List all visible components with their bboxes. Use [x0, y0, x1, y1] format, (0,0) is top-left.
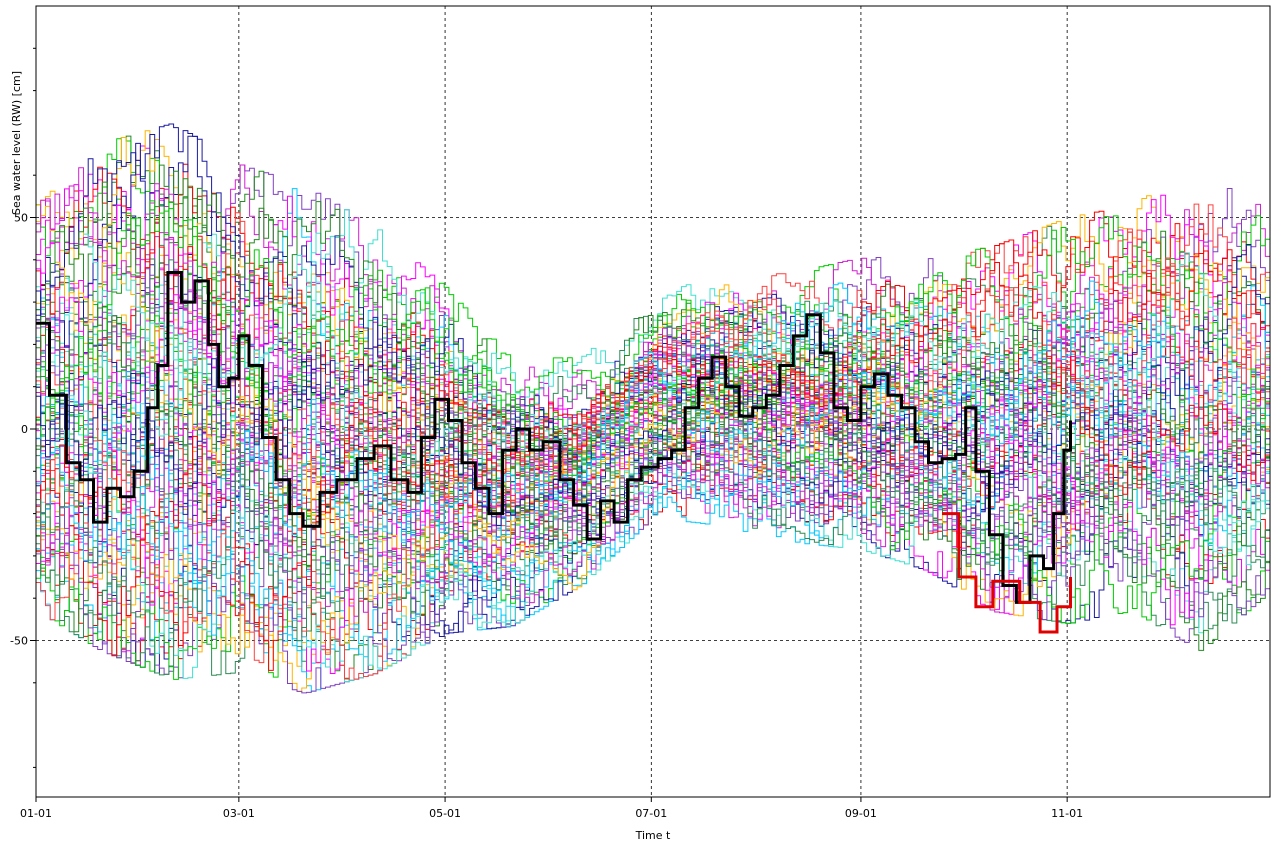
y-axis-label: Sea water level (RW) [cm] [10, 71, 23, 215]
ensemble-line [36, 200, 1271, 624]
y-tick-label: 0 [21, 423, 28, 436]
ensemble-line [36, 266, 981, 563]
axis-ticks: 01-01 03-01 05-01 07-01 09-01 11-01 50 0 -50 [10, 47, 1083, 820]
ensemble-line [36, 341, 1133, 694]
x-tick-label: 01-01 [20, 807, 52, 820]
series-line [36, 271, 1072, 604]
x-axis-label: Time t [635, 829, 671, 842]
ensemble-line [36, 280, 1167, 636]
x-tick-label: 09-01 [845, 807, 877, 820]
series-line [942, 512, 1072, 634]
x-tick-label: 11-01 [1051, 807, 1083, 820]
ensemble-line [36, 264, 1270, 638]
x-tick-label: 07-01 [635, 807, 667, 820]
x-tick-label: 03-01 [223, 807, 255, 820]
ensemble-series [36, 123, 1271, 694]
ensemble-line [36, 233, 1271, 505]
x-tick-label: 05-01 [429, 807, 461, 820]
highlighted-series [35, 271, 1072, 634]
y-tick-label: -50 [10, 634, 28, 647]
y-tick-label: 50 [14, 211, 28, 224]
ensemble-line [36, 215, 1271, 482]
plot-frame [35, 5, 1271, 798]
ensemble-line [36, 164, 1271, 559]
ensemble-line [36, 262, 1271, 671]
ensemble-line [36, 205, 943, 591]
ensemble-line [36, 386, 1271, 676]
grid-lines [36, 6, 1270, 797]
